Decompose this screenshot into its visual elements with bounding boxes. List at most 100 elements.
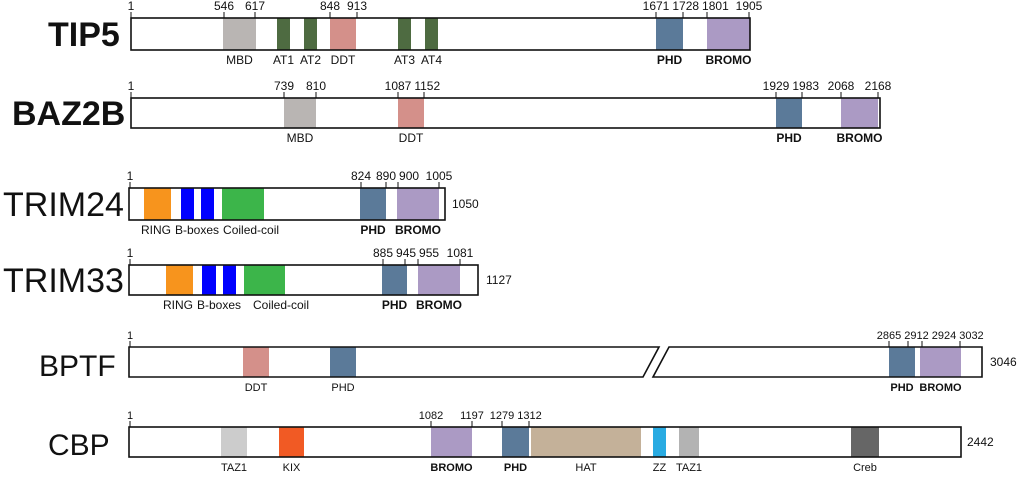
residue-number: 739 [274, 79, 294, 93]
domain-b-boxes [181, 188, 194, 220]
residue-number: 945 [396, 246, 416, 260]
domain-label: PHD [776, 131, 802, 145]
domain-at3 [398, 18, 411, 50]
residue-number: 1 [128, 79, 135, 93]
protein-bar [130, 17, 751, 51]
residue-number: 1801 [702, 0, 729, 13]
domain-bromo [920, 347, 961, 377]
residue-number: 955 [419, 246, 439, 260]
domain-label: ZZ [653, 462, 667, 474]
domain-at4 [425, 18, 438, 50]
domain-coiled-coil [222, 188, 264, 220]
protein-bar [128, 426, 962, 458]
residue-number: 1312 [517, 410, 541, 422]
residue-number: 1671 [643, 0, 670, 13]
domain-coiled-coil [244, 265, 285, 295]
residue-number: 848 [320, 0, 340, 13]
domain-ddt [330, 18, 356, 50]
domain-kix [279, 427, 304, 457]
domain-bromo [431, 427, 472, 457]
residue-number: 810 [306, 79, 326, 93]
protein-name: TRIM33 [3, 262, 124, 300]
protein-name: TIP5 [48, 16, 120, 54]
domain-label: BROMO [837, 131, 883, 145]
domain-label: MBD [226, 53, 253, 67]
protein-name: BPTF [39, 350, 116, 383]
domain-b-box [223, 265, 236, 295]
residue-number: 913 [347, 0, 367, 13]
domain-phd [502, 427, 529, 457]
residue-number: 1082 [419, 410, 443, 422]
domain-at2 [304, 18, 317, 50]
domain-mbd [223, 18, 256, 50]
domain-label: AT2 [300, 53, 321, 67]
domain-creb [851, 427, 879, 457]
residue-number: 1081 [447, 246, 474, 260]
domain-label: PHD [331, 382, 354, 394]
protein-trim24: TRIM24 RING B-boxes Coiled-coil PHD BROMO 1 824… [3, 169, 479, 237]
domain-ring [144, 188, 171, 220]
protein-length: 1127 [486, 273, 512, 287]
residue-number: 1983 [792, 79, 819, 93]
residue-number: 1197 [460, 410, 484, 422]
domain-label: MBD [287, 131, 314, 145]
domain-label: KIX [283, 462, 301, 474]
domain-label: PHD [657, 53, 683, 67]
domain-phd [656, 18, 683, 50]
domain-label: TAZ1 [676, 462, 702, 474]
domain-ring [166, 265, 193, 295]
domain-phd [360, 188, 386, 220]
domain-bromo [841, 98, 878, 128]
residue-number: 2912 [904, 330, 928, 342]
protein-baz2b: BAZ2B MBD DDT PHD BROMO 1 739 810 1087 1152 1929 19… [12, 79, 892, 145]
residue-number: 1152 [414, 79, 440, 93]
domain-hat [531, 427, 641, 457]
domain-label: Coiled-coil [223, 223, 279, 237]
protein-length: 1050 [452, 197, 479, 211]
residue-number: 890 [376, 169, 396, 183]
residue-number: 2168 [865, 79, 892, 93]
protein-length: 3046 [990, 355, 1017, 369]
domain-b-boxes [202, 265, 216, 295]
residue-number: 2924 [932, 330, 956, 342]
residue-number: 1 [127, 410, 133, 422]
domain-phd [889, 347, 915, 377]
protein-bar-continued [651, 346, 983, 378]
domain-label: TAZ1 [221, 462, 247, 474]
protein-name: BAZ2B [12, 95, 125, 133]
residue-number: 1279 [490, 410, 514, 422]
domain-label: RING [141, 223, 171, 237]
domain-label: Creb [853, 462, 877, 474]
protein-length: 2442 [967, 435, 994, 449]
residue-number: 1 [127, 246, 134, 260]
protein-cbp: CBP TAZ1 KIX BROMO PHD HAT ZZ TAZ1 Creb 1 1082 1197… [48, 410, 994, 474]
domain-label: AT1 [273, 53, 294, 67]
domain-label: RING [163, 298, 193, 312]
residue-number: 1905 [736, 0, 763, 13]
domain-label: PHD [890, 382, 913, 394]
residue-number: 824 [351, 169, 371, 183]
protein-tip5: TIP5 MBD AT1 AT2 DDT AT3 AT4 PHD BROMO 1 546 617 848… [48, 0, 763, 67]
domain-bromo [397, 188, 439, 220]
domain-zz [653, 427, 666, 457]
residue-number: 1087 [385, 79, 412, 93]
domain-bromo [418, 265, 460, 295]
residue-number: 900 [399, 169, 419, 183]
domain-label: BROMO [919, 382, 962, 394]
domain-taz1 [679, 427, 699, 457]
protein-trim33: TRIM33 RING B-boxes Coiled-coil PHD BROMO 1 885… [3, 246, 512, 312]
domain-at1 [277, 18, 290, 50]
domain-taz1 [221, 427, 247, 457]
domain-b-box [201, 188, 214, 220]
residue-number: 1 [127, 169, 134, 183]
residue-number: 1 [127, 330, 133, 342]
domain-ddt [243, 347, 269, 377]
domain-label: PHD [504, 462, 527, 474]
residue-number: 2068 [828, 79, 855, 93]
protein-bar [128, 264, 479, 296]
domain-label: DDT [245, 382, 268, 394]
residue-number: 1728 [672, 0, 699, 13]
domain-label: AT4 [421, 53, 442, 67]
domain-label: AT3 [394, 53, 415, 67]
domain-phd [382, 265, 407, 295]
